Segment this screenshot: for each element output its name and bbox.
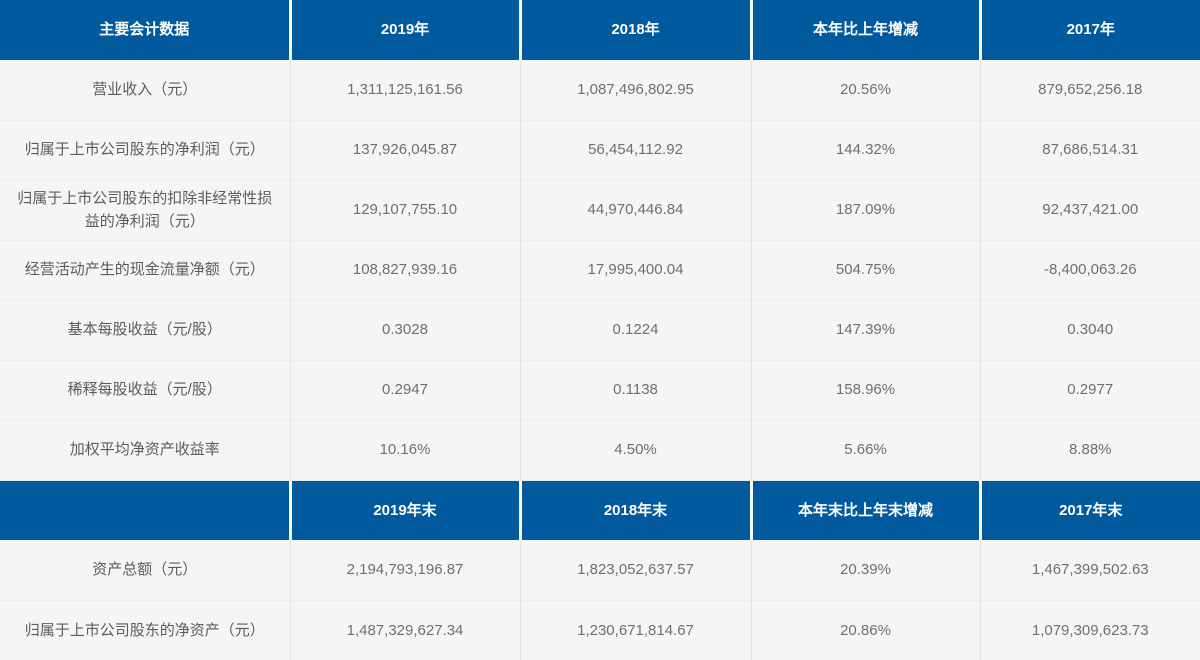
row-label: 经营活动产生的现金流量净额（元） — [0, 240, 291, 301]
row-label: 加权平均净资产收益率 — [0, 420, 291, 481]
header-cell-yoy-change: 本年比上年增减 — [751, 0, 982, 60]
cell-value: 0.3028 — [290, 300, 521, 361]
cell-value: 0.2947 — [290, 360, 521, 421]
header-cell-empty — [0, 480, 292, 540]
row-label: 归属于上市公司股东的净资产（元） — [0, 600, 291, 660]
cell-value: 147.39% — [751, 300, 981, 361]
cell-value: -8,400,063.26 — [980, 240, 1200, 301]
cell-value: 144.32% — [751, 120, 981, 181]
cell-value: 129,107,755.10 — [290, 180, 521, 241]
table-row-revenue: 营业收入（元） 1,311,125,161.56 1,087,496,802.9… — [0, 60, 1200, 121]
cell-value: 87,686,514.31 — [980, 120, 1200, 181]
table-header-row-annual: 主要会计数据 2019年 2018年 本年比上年增减 2017年 — [0, 0, 1200, 60]
cell-value: 504.75% — [751, 240, 981, 301]
row-label: 资产总额（元） — [0, 540, 291, 601]
header-cell-2018-end: 2018年末 — [520, 480, 753, 540]
row-label: 基本每股收益（元/股） — [0, 300, 291, 361]
table-row-weighted-avg-roe: 加权平均净资产收益率 10.16% 4.50% 5.66% 8.88% — [0, 420, 1200, 481]
table-header-row-year-end: 2019年末 2018年末 本年末比上年末增减 2017年末 — [0, 480, 1200, 540]
cell-value: 0.1138 — [520, 360, 752, 421]
table-row-net-profit: 归属于上市公司股东的净利润（元） 137,926,045.87 56,454,1… — [0, 120, 1200, 181]
cell-value: 0.3040 — [980, 300, 1200, 361]
cell-value: 158.96% — [751, 360, 981, 421]
cell-value: 0.1224 — [520, 300, 752, 361]
table-row-total-assets: 资产总额（元） 2,194,793,196.87 1,823,052,637.5… — [0, 540, 1200, 601]
header-cell-year-end-change: 本年末比上年末增减 — [751, 480, 982, 540]
row-label: 稀释每股收益（元/股） — [0, 360, 291, 421]
header-cell-main-label: 主要会计数据 — [0, 0, 292, 60]
row-label: 归属于上市公司股东的净利润（元） — [0, 120, 291, 181]
cell-value: 1,230,671,814.67 — [520, 600, 752, 660]
cell-value: 1,823,052,637.57 — [520, 540, 752, 601]
row-label: 归属于上市公司股东的扣除非经常性损益的净利润（元） — [0, 180, 291, 241]
cell-value: 2,194,793,196.87 — [290, 540, 521, 601]
cell-value: 187.09% — [751, 180, 981, 241]
header-cell-2017-end: 2017年末 — [980, 480, 1200, 540]
cell-value: 1,487,329,627.34 — [290, 600, 521, 660]
table-row-basic-eps: 基本每股收益（元/股） 0.3028 0.1224 147.39% 0.3040 — [0, 300, 1200, 361]
cell-value: 1,467,399,502.63 — [980, 540, 1200, 601]
cell-value: 20.39% — [751, 540, 981, 601]
cell-value: 10.16% — [290, 420, 521, 481]
cell-value: 1,311,125,161.56 — [290, 60, 521, 121]
header-cell-2017: 2017年 — [980, 0, 1200, 60]
cell-value: 4.50% — [520, 420, 752, 481]
table-row-net-assets: 归属于上市公司股东的净资产（元） 1,487,329,627.34 1,230,… — [0, 600, 1200, 660]
cell-value: 879,652,256.18 — [980, 60, 1200, 121]
cell-value: 1,087,496,802.95 — [520, 60, 752, 121]
cell-value: 44,970,446.84 — [520, 180, 752, 241]
cell-value: 137,926,045.87 — [290, 120, 521, 181]
header-cell-2019-end: 2019年末 — [290, 480, 522, 540]
row-label: 营业收入（元） — [0, 60, 291, 121]
cell-value: 0.2977 — [980, 360, 1200, 421]
cell-value: 56,454,112.92 — [520, 120, 752, 181]
header-cell-2019: 2019年 — [290, 0, 522, 60]
header-cell-2018: 2018年 — [520, 0, 753, 60]
cell-value: 92,437,421.00 — [980, 180, 1200, 241]
table-row-diluted-eps: 稀释每股收益（元/股） 0.2947 0.1138 158.96% 0.2977 — [0, 360, 1200, 421]
table-row-net-profit-excl-nonrecurring: 归属于上市公司股东的扣除非经常性损益的净利润（元） 129,107,755.10… — [0, 180, 1200, 241]
table-row-operating-cash-flow: 经营活动产生的现金流量净额（元） 108,827,939.16 17,995,4… — [0, 240, 1200, 301]
cell-value: 8.88% — [980, 420, 1200, 481]
cell-value: 5.66% — [751, 420, 981, 481]
cell-value: 20.56% — [751, 60, 981, 121]
cell-value: 17,995,400.04 — [520, 240, 752, 301]
cell-value: 108,827,939.16 — [290, 240, 521, 301]
cell-value: 20.86% — [751, 600, 981, 660]
cell-value: 1,079,309,623.73 — [980, 600, 1200, 660]
